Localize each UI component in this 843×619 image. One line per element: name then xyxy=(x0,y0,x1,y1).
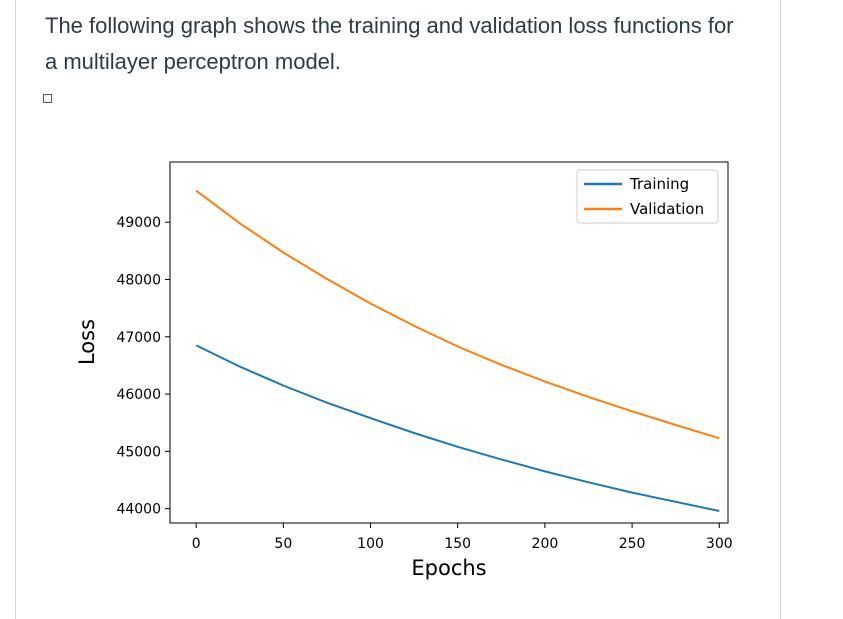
y-axis-title: Loss xyxy=(75,319,99,365)
series-line-validation xyxy=(195,189,720,440)
legend-label-validation: Validation xyxy=(630,200,704,218)
y-tick-label: 45000 xyxy=(116,444,161,460)
image-placeholder-icon xyxy=(43,94,52,103)
x-tick-label: 200 xyxy=(532,536,559,552)
content-border-left xyxy=(15,0,16,619)
y-tick-label: 46000 xyxy=(116,387,161,403)
x-tick-label: 0 xyxy=(192,536,201,552)
y-tick-label: 49000 xyxy=(116,215,161,231)
content-border-right xyxy=(780,0,781,619)
x-tick-label: 50 xyxy=(274,536,292,552)
question-text: The following graph shows the training a… xyxy=(45,13,734,74)
x-tick-label: 150 xyxy=(444,536,471,552)
y-tick-label: 48000 xyxy=(116,272,161,288)
legend-label-training: Training xyxy=(629,175,689,193)
y-tick-label: 47000 xyxy=(116,330,161,346)
series-line-training xyxy=(195,344,720,512)
x-axis-title: Epochs xyxy=(411,556,486,580)
x-tick-label: 300 xyxy=(706,536,733,552)
legend: Training Validation xyxy=(576,169,719,224)
x-tick-label: 100 xyxy=(357,536,384,552)
x-tick-label: 250 xyxy=(619,536,646,552)
y-tick-label: 44000 xyxy=(116,502,161,518)
